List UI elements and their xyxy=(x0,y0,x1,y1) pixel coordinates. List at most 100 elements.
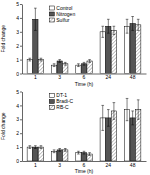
y-tick: 0 xyxy=(16,158,22,164)
y-tick: 2 xyxy=(16,130,22,136)
error-bar xyxy=(28,58,31,61)
y-axis: 0 1 2 3 4 5 xyxy=(16,89,22,165)
x-tick-label: 3 xyxy=(58,162,61,168)
legend-label: Sulfur xyxy=(56,17,69,23)
bar xyxy=(57,150,62,161)
chart-panel: 0123451362448Time (h)Fold changeDT-1Brad… xyxy=(0,89,147,174)
error-bar xyxy=(53,150,56,153)
error-bar xyxy=(34,8,37,30)
error-bar xyxy=(113,103,116,120)
legend-swatch xyxy=(49,94,54,98)
x-tick-label: 48 xyxy=(130,74,136,80)
error-bar xyxy=(53,64,56,67)
y-tick: 5 xyxy=(16,89,22,95)
y-tick-mark xyxy=(20,46,22,47)
error-bar xyxy=(107,19,110,33)
error-bar xyxy=(83,151,86,154)
x-tick: 1 xyxy=(34,161,37,168)
plot-marks xyxy=(27,8,141,73)
error-bar xyxy=(83,62,86,65)
y-tick: 4 xyxy=(16,103,22,109)
bar xyxy=(27,147,32,161)
error-bar xyxy=(58,60,61,63)
y-tick-label: 0 xyxy=(16,71,19,77)
error-bar xyxy=(64,148,67,151)
error-bar xyxy=(64,62,67,65)
bar xyxy=(63,150,68,161)
y-tick: 4 xyxy=(16,15,22,21)
bar xyxy=(57,61,62,74)
bar xyxy=(27,60,32,74)
x-tick: 6 xyxy=(83,161,86,168)
chart-panel: 0123451362448Time (h)Fold changeControlN… xyxy=(0,1,147,86)
x-tick-label: 24 xyxy=(106,74,112,80)
y-tick-mark xyxy=(20,119,22,120)
error-bar xyxy=(34,146,37,149)
y-tick: 1 xyxy=(16,144,22,150)
error-bar xyxy=(137,100,140,119)
bar xyxy=(38,60,43,74)
y-tick-label: 4 xyxy=(16,15,19,21)
y-tick: 3 xyxy=(16,29,22,35)
legend-swatch xyxy=(49,106,54,110)
x-axis: 1 3 6 24 48 xyxy=(23,74,147,81)
x-tick: 3 xyxy=(58,74,61,81)
y-tick-label: 5 xyxy=(16,89,19,95)
y-axis-line xyxy=(22,92,23,162)
error-bar xyxy=(126,98,129,120)
figure: 0123451362448Time (h)Fold changeControlN… xyxy=(0,0,150,175)
x-tick: 24 xyxy=(106,161,112,168)
y-tick: 3 xyxy=(16,116,22,122)
y-tick-label: 3 xyxy=(16,116,19,122)
y-tick: 5 xyxy=(16,1,22,7)
legend-swatch xyxy=(49,18,54,22)
y-axis-line xyxy=(22,5,23,75)
y-tick-mark xyxy=(20,105,22,106)
x-axis-title: Time (h) xyxy=(75,81,94,87)
error-bar xyxy=(137,19,140,30)
y-tick-mark xyxy=(20,133,22,134)
y-tick: 1 xyxy=(16,57,22,63)
y-tick-label: 0 xyxy=(16,158,19,164)
error-bar xyxy=(113,26,116,34)
y-tick-mark xyxy=(20,147,22,148)
plot-marks xyxy=(27,98,141,161)
error-bar xyxy=(126,19,129,33)
y-tick-mark xyxy=(20,74,22,75)
x-tick-label: 1 xyxy=(34,162,37,168)
x-tick: 1 xyxy=(34,74,37,81)
legend-swatch xyxy=(49,6,54,10)
x-tick-label: 24 xyxy=(106,162,112,168)
x-tick: 48 xyxy=(130,161,136,168)
legend-entry: Sulfur xyxy=(49,17,69,23)
legend-entry: RB-C xyxy=(49,104,69,110)
y-tick-mark xyxy=(20,4,22,5)
x-tick: 48 xyxy=(130,74,136,81)
error-bar xyxy=(131,17,134,31)
x-tick: 6 xyxy=(83,74,86,81)
x-axis-title: Time (h) xyxy=(75,168,94,174)
x-tick: 3 xyxy=(58,161,61,168)
legend-label: RB-C xyxy=(56,104,69,110)
error-bar xyxy=(28,146,31,149)
y-tick-mark xyxy=(20,32,22,33)
x-tick-label: 1 xyxy=(34,74,37,80)
legend-swatch xyxy=(49,100,54,104)
error-bar xyxy=(77,151,80,154)
bar xyxy=(38,147,43,161)
error-bar xyxy=(101,105,104,130)
x-axis: 1 3 6 24 48 xyxy=(23,161,147,168)
y-tick-label: 4 xyxy=(16,103,19,109)
bar xyxy=(111,30,116,73)
y-tick-label: 2 xyxy=(16,130,19,136)
bar xyxy=(87,61,92,74)
y-tick-label: 2 xyxy=(16,43,19,49)
x-tick-label: 3 xyxy=(58,74,61,80)
error-bar xyxy=(107,110,110,127)
y-tick-label: 1 xyxy=(16,57,19,63)
y-axis: 0 1 2 3 4 5 xyxy=(16,1,22,77)
y-tick-label: 3 xyxy=(16,29,19,35)
y-axis-title: Fold change xyxy=(0,112,6,140)
error-bar xyxy=(40,58,43,61)
error-bar xyxy=(101,26,104,37)
